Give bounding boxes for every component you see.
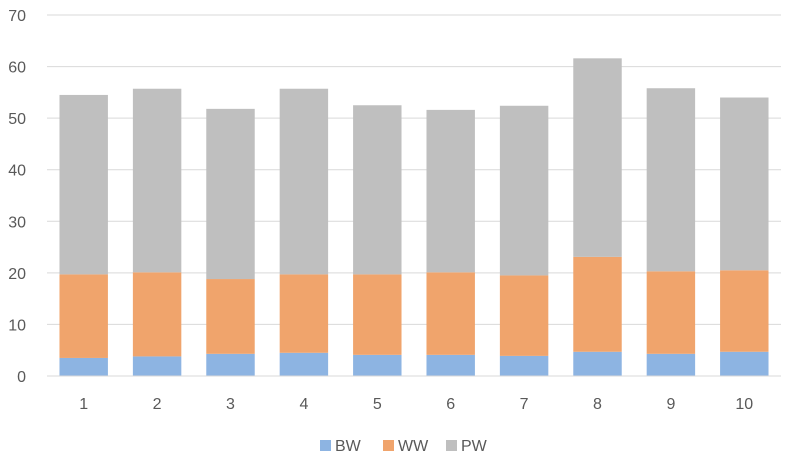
bar-bw-2 — [132, 356, 182, 376]
bar-bw-3 — [206, 353, 255, 376]
legend-label-bw: BW — [335, 438, 362, 455]
x-tick-label: 7 — [520, 396, 529, 413]
bar-ww-1 — [59, 274, 108, 358]
bar-pw-10 — [720, 97, 769, 271]
y-tick-label: 10 — [8, 317, 26, 334]
x-axis-tick-labels: 1 2 3 4 5 6 7 8 9 10 — [79, 396, 753, 413]
bar-bw-4 — [279, 352, 329, 376]
x-tick-label: 1 — [79, 396, 88, 413]
bar-pw-3 — [206, 108, 255, 280]
bar-bw-7 — [499, 355, 549, 376]
bar-ww-5 — [353, 274, 402, 355]
legend-label-ww: WW — [398, 438, 429, 455]
y-tick-label: 60 — [8, 60, 26, 77]
bar-bw-6 — [426, 354, 475, 376]
legend-swatch-ww — [383, 440, 394, 451]
bar-pw-7 — [499, 105, 549, 276]
y-tick-label: 0 — [17, 369, 26, 386]
bar-ww-4 — [279, 274, 329, 353]
legend: BW WW PW — [320, 438, 488, 455]
x-tick-label: 5 — [373, 396, 382, 413]
bar-ww-10 — [720, 270, 769, 352]
x-tick-label: 9 — [666, 396, 675, 413]
y-tick-label: 70 — [8, 8, 26, 25]
x-tick-label: 8 — [593, 396, 602, 413]
legend-swatch-bw — [320, 440, 331, 451]
x-tick-label: 2 — [153, 396, 162, 413]
bar-pw-1 — [59, 94, 108, 275]
bar-bw-5 — [353, 354, 402, 376]
bar-bw-1 — [59, 357, 108, 376]
bars — [59, 58, 769, 376]
y-tick-label: 40 — [8, 163, 26, 180]
bar-ww-3 — [206, 279, 255, 354]
bar-pw-6 — [426, 109, 475, 273]
bar-bw-10 — [720, 351, 769, 376]
x-tick-label: 4 — [299, 396, 308, 413]
x-tick-label: 3 — [226, 396, 235, 413]
bar-ww-6 — [426, 272, 475, 355]
y-tick-label: 50 — [8, 111, 26, 128]
bar-ww-9 — [646, 271, 696, 354]
bar-bw-8 — [573, 351, 622, 376]
x-tick-label: 6 — [446, 396, 455, 413]
y-tick-label: 20 — [8, 266, 26, 283]
y-tick-label: 30 — [8, 214, 26, 231]
bar-ww-8 — [573, 256, 622, 352]
bar-ww-7 — [499, 275, 549, 356]
bar-bw-9 — [646, 353, 696, 376]
bar-pw-5 — [353, 105, 402, 275]
bar-pw-8 — [573, 58, 622, 257]
x-tick-label: 10 — [735, 396, 753, 413]
bar-ww-2 — [132, 272, 182, 357]
y-axis-tick-labels: 0 10 20 30 40 50 60 70 — [8, 8, 26, 386]
bar-pw-9 — [646, 88, 696, 272]
legend-swatch-pw — [446, 440, 457, 451]
bar-pw-4 — [279, 88, 329, 275]
legend-label-pw: PW — [461, 438, 488, 455]
bar-pw-2 — [132, 88, 182, 273]
